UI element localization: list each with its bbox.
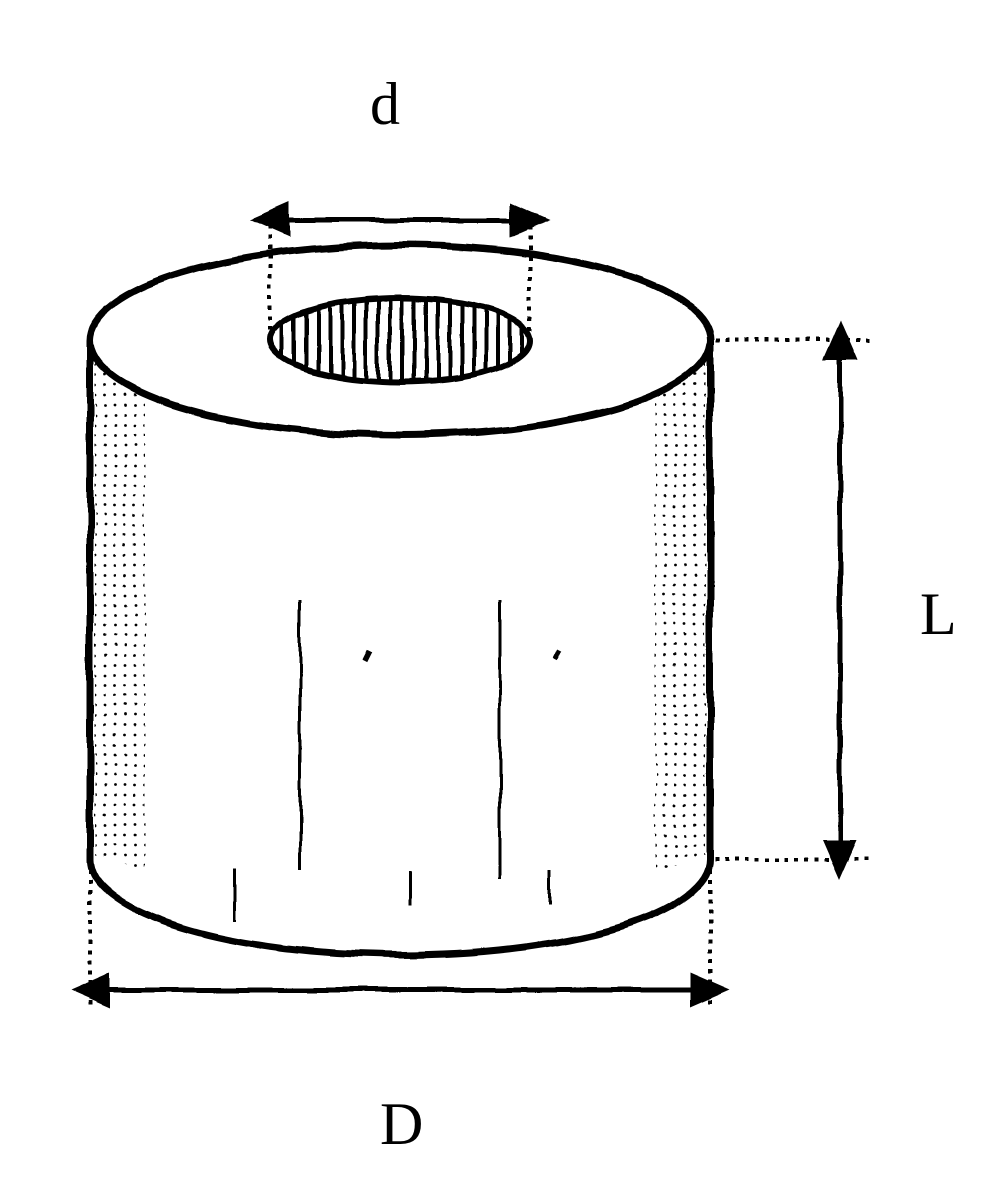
side-shading-left [95, 350, 145, 870]
cylinder-inner-hole [270, 298, 530, 382]
label-outer-diameter: D [380, 1090, 423, 1159]
cylinder-diagram [0, 0, 1002, 1180]
label-length: L [920, 580, 957, 649]
cylinder-bottom-arc [90, 860, 710, 955]
label-inner-diameter: d [370, 70, 400, 139]
side-shading-right [655, 350, 705, 870]
